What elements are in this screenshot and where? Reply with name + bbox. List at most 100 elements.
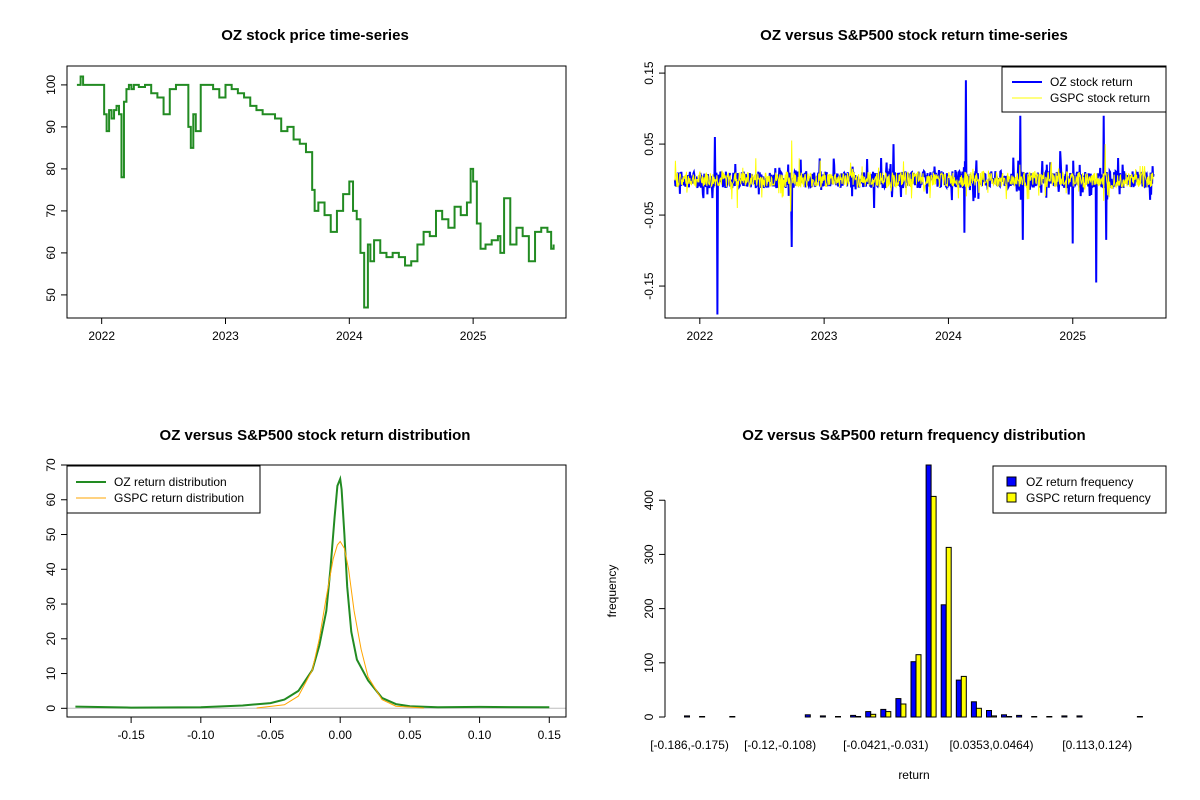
x-tick-label: [-0.0421,-0.031) <box>843 738 928 752</box>
panel-return-frequency: OZ versus S&P500 return frequency distri… <box>605 427 1167 782</box>
gspc-frequency-bar <box>991 715 997 718</box>
y-tick-label: 80 <box>44 162 58 176</box>
oz-frequency-bar <box>819 715 826 718</box>
y-tick-label: 40 <box>44 562 58 576</box>
x-tick-label: -0.10 <box>187 728 215 742</box>
x-tick-label: 0.00 <box>329 728 353 742</box>
panel-price-timeseries: OZ stock price time-series 2022 2023 2024 2… <box>44 27 567 343</box>
x-tick-label: 0.10 <box>468 728 492 742</box>
plot-frame <box>66 65 567 319</box>
y-tick-label: 70 <box>44 458 58 472</box>
legend-swatch-gspc <box>1006 492 1017 503</box>
oz-frequency-bar <box>1076 715 1083 718</box>
oz-frequency-bar <box>1046 716 1053 718</box>
x-axis-label: return <box>898 768 929 782</box>
oz-frequency-bar <box>835 716 841 718</box>
oz-frequency-bar <box>986 710 992 718</box>
y-tick-label: 60 <box>44 493 58 507</box>
oz-frequency-bar <box>955 679 962 718</box>
y-tick-label: 50 <box>44 528 58 542</box>
oz-frequency-bar <box>850 714 857 718</box>
y-tick-label: 60 <box>44 246 58 260</box>
legend-label-gspc: GSPC return distribution <box>114 491 244 505</box>
oz-frequency-bar <box>865 711 872 718</box>
oz-frequency-bar <box>804 714 811 718</box>
y-tick-label: 20 <box>44 632 58 646</box>
x-tick-label: [0.0353,0.0464) <box>949 738 1033 752</box>
y-tick-label: -0.15 <box>642 272 656 300</box>
gspc-frequency-bar <box>870 713 877 718</box>
gspc-frequency-bar <box>855 716 862 718</box>
oz-frequency-bar <box>940 604 947 718</box>
oz-frequency-bar <box>1031 716 1038 718</box>
x-tick-label: 2024 <box>336 329 363 343</box>
y-tick-label: 0.15 <box>642 61 656 85</box>
plot-frame <box>66 464 567 718</box>
axes: [-0.186,-0.175) [-0.12,-0.108) [-0.0421,-0… <box>642 490 1132 752</box>
legend-label-oz: OZ return frequency <box>1026 475 1133 489</box>
x-tick-label: 2022 <box>686 329 713 343</box>
chart-title: OZ versus S&P500 stock return time-serie… <box>760 27 1068 44</box>
gspc-frequency-bar <box>960 675 967 718</box>
x-tick-label: [0.113,0.124) <box>1062 738 1132 752</box>
x-tick-label: [-0.12,-0.108) <box>744 738 816 752</box>
oz-price-line <box>76 75 555 309</box>
oz-frequency-bar <box>1001 714 1007 718</box>
legend: OZ return frequency GSPC return frequenc… <box>992 465 1167 514</box>
x-tick-label: [-0.186,-0.175) <box>650 738 729 752</box>
chart-title: OZ versus S&P500 return frequency distri… <box>742 427 1085 444</box>
legend-label-oz: OZ return distribution <box>114 475 227 489</box>
y-tick-label: 100 <box>44 75 58 95</box>
x-tick-label: -0.05 <box>257 728 285 742</box>
y-axis-label: frequency <box>605 565 619 618</box>
legend: OZ return distribution GSPC return distr… <box>66 465 261 514</box>
y-tick-label: 300 <box>642 544 656 564</box>
x-tick-label: 0.05 <box>398 728 422 742</box>
y-tick-label: 50 <box>44 288 58 302</box>
gspc-frequency-bar <box>930 495 937 718</box>
price-line-group <box>76 75 555 309</box>
x-tick-label: 0.15 <box>538 728 562 742</box>
oz-frequency-bar <box>970 701 977 718</box>
oz-frequency-bar <box>925 464 932 718</box>
legend-box <box>992 465 1167 514</box>
oz-return-line <box>673 80 1155 315</box>
y-tick-label: 400 <box>642 490 656 510</box>
y-tick-label: 70 <box>44 204 58 218</box>
x-tick-label: -0.15 <box>117 728 145 742</box>
legend-label-oz: OZ stock return <box>1050 75 1133 89</box>
density-lines-group <box>67 474 566 709</box>
y-tick-label: 30 <box>44 597 58 611</box>
gspc-frequency-bar <box>1006 716 1013 718</box>
gspc-frequency-bar <box>975 707 982 718</box>
plot-frame <box>664 65 1167 319</box>
y-tick-label: 200 <box>642 598 656 618</box>
y-tick-label: 90 <box>44 120 58 134</box>
legend: OZ stock return GSPC stock return <box>1001 66 1167 113</box>
return-lines-group <box>673 80 1155 315</box>
chart-title: OZ versus S&P500 stock return distributi… <box>160 427 471 444</box>
legend-label-gspc: GSPC return frequency <box>1026 491 1151 505</box>
frequency-bars-group <box>684 464 1143 718</box>
oz-frequency-bar <box>895 698 902 718</box>
y-tick-label: 10 <box>44 667 58 681</box>
gspc-density-line <box>256 540 424 709</box>
x-tick-label: 2023 <box>212 329 239 343</box>
legend-box <box>66 465 261 514</box>
oz-frequency-bar <box>699 716 706 718</box>
oz-frequency-bar <box>729 716 736 718</box>
x-tick-label: 2025 <box>460 329 487 343</box>
oz-frequency-bar <box>684 715 690 718</box>
oz-frequency-bar <box>1136 716 1143 718</box>
gspc-frequency-bar <box>900 703 907 718</box>
gspc-frequency-bar <box>885 711 892 718</box>
x-tick-label: 2022 <box>88 329 115 343</box>
oz-frequency-bar <box>880 708 887 718</box>
legend-box <box>1001 66 1167 113</box>
oz-frequency-bar <box>1061 715 1068 718</box>
x-tick-label: 2025 <box>1059 329 1086 343</box>
y-tick-label: 0.05 <box>642 132 656 156</box>
y-tick-label: 0 <box>44 705 58 712</box>
y-tick-label: 0 <box>642 713 656 720</box>
